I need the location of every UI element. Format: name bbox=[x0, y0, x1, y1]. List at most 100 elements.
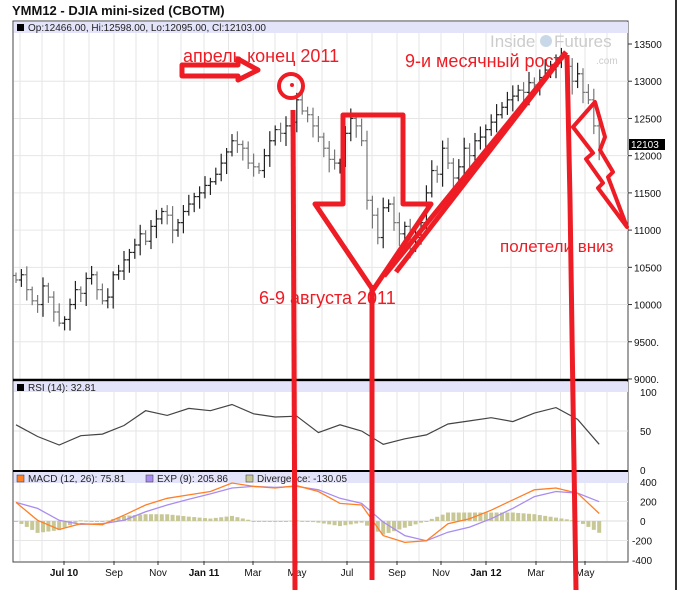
price-bar bbox=[256, 162, 262, 174]
price-bar bbox=[510, 85, 516, 112]
price-bar bbox=[445, 137, 451, 170]
price-bar bbox=[386, 199, 392, 213]
divergence-bar bbox=[30, 521, 35, 530]
price-bar bbox=[110, 271, 116, 309]
y-tick-label: 9000. bbox=[634, 375, 659, 386]
price-bar bbox=[24, 266, 30, 301]
price-bar bbox=[143, 230, 149, 246]
divergence-bar bbox=[559, 518, 564, 521]
divergence-bar bbox=[429, 518, 434, 521]
divergence-bar bbox=[35, 521, 40, 533]
divergence-bar bbox=[267, 521, 272, 522]
divergence-bar bbox=[510, 512, 515, 521]
divergence-bar bbox=[170, 514, 175, 521]
price-bar bbox=[72, 280, 78, 310]
divergence-bar bbox=[505, 512, 510, 521]
x-tick-label: Jan 11 bbox=[189, 568, 220, 579]
divergence-bar bbox=[224, 516, 229, 521]
price-bar bbox=[137, 224, 143, 256]
macd-legend-swatch bbox=[16, 474, 25, 483]
divergence-bar bbox=[332, 521, 337, 526]
rsi-legend: RSI (14): 32.81 bbox=[28, 383, 96, 394]
divergence-bar bbox=[381, 521, 386, 535]
y-tick-label: 13500 bbox=[634, 40, 662, 51]
price-bar bbox=[321, 132, 327, 158]
divergence-bar bbox=[327, 521, 332, 525]
macd-tick-label: 200 bbox=[640, 498, 657, 509]
divergence-bar bbox=[300, 520, 305, 522]
y-tick-label: 13000 bbox=[634, 77, 662, 88]
price-bar bbox=[18, 269, 24, 287]
price-bar bbox=[369, 195, 375, 229]
divergence-bar bbox=[419, 521, 423, 523]
divergence-bar bbox=[446, 512, 450, 521]
price-bar bbox=[359, 118, 365, 147]
divergence-bar bbox=[451, 512, 456, 521]
macd-header-bar bbox=[14, 472, 628, 483]
divergence-bar bbox=[581, 521, 585, 524]
divergence-bar bbox=[591, 521, 596, 530]
price-bar bbox=[483, 124, 489, 150]
divergence-bar bbox=[230, 515, 234, 521]
growth-line-2 bbox=[394, 50, 568, 274]
price-bar bbox=[380, 197, 386, 249]
price-bar bbox=[186, 194, 192, 216]
annotation-growth: 9-и месячный рост bbox=[405, 51, 562, 71]
price-bar bbox=[207, 177, 213, 195]
divergence-bar bbox=[105, 520, 110, 522]
divergence-bar bbox=[532, 514, 537, 521]
price-bar bbox=[332, 149, 338, 170]
divergence-bar bbox=[343, 521, 348, 526]
price-bar bbox=[267, 131, 273, 167]
y-tick-label: 11500 bbox=[634, 189, 662, 200]
divergence-bar bbox=[154, 514, 159, 521]
price-bar bbox=[461, 137, 467, 175]
divergence-bar bbox=[462, 512, 467, 521]
x-tick-label: Nov bbox=[149, 568, 167, 579]
divergence-bar bbox=[586, 521, 591, 527]
watermark: Inside Futures .com bbox=[490, 32, 618, 67]
divergence-bar bbox=[284, 521, 288, 522]
price-bar bbox=[51, 291, 57, 322]
divergence-bar bbox=[392, 521, 396, 532]
divergence-bar bbox=[527, 513, 531, 521]
annotation-august: 6-9 августа 2011 bbox=[259, 288, 396, 308]
x-tick-label: Jul bbox=[341, 568, 354, 579]
divergence-bar bbox=[543, 515, 548, 521]
divergence-bar bbox=[338, 521, 342, 527]
price-bar bbox=[153, 209, 159, 239]
x-tick-label: May bbox=[576, 568, 595, 579]
divergence-bar bbox=[483, 512, 488, 521]
price-bar bbox=[234, 131, 240, 153]
price-bar bbox=[504, 91, 510, 115]
annotations bbox=[179, 50, 629, 590]
divergence-bar bbox=[14, 521, 18, 522]
price-header: Op:12466.00, Hi:12598.00, Lo:12095.00, C… bbox=[28, 23, 266, 34]
price-bar bbox=[569, 58, 575, 95]
divergence-bar bbox=[548, 516, 553, 521]
divergence-bar bbox=[537, 515, 542, 521]
price-bar bbox=[429, 160, 435, 198]
price-bar bbox=[305, 106, 311, 123]
divergence-bar bbox=[57, 521, 62, 531]
divergence-bar bbox=[570, 520, 575, 522]
price-bar bbox=[585, 84, 591, 105]
divergence-bar bbox=[305, 521, 310, 522]
price-bar bbox=[45, 282, 51, 303]
price-bar bbox=[56, 303, 62, 327]
rsi-line bbox=[15, 403, 600, 446]
price-bar bbox=[472, 132, 478, 161]
divergence-bar bbox=[219, 517, 224, 521]
last-price-text: 12103 bbox=[631, 140, 659, 151]
price-bar bbox=[99, 283, 105, 305]
price-bar bbox=[396, 212, 402, 246]
divergence-bar bbox=[41, 521, 45, 533]
divergence-bar bbox=[359, 521, 364, 523]
price-bar bbox=[78, 286, 84, 303]
divergence-bar bbox=[235, 517, 240, 521]
price-bar bbox=[278, 122, 284, 143]
price-bar bbox=[499, 102, 505, 119]
divergence-bar bbox=[489, 512, 494, 521]
down-arrow-annotation bbox=[312, 112, 434, 293]
divergence-bar bbox=[321, 521, 326, 524]
